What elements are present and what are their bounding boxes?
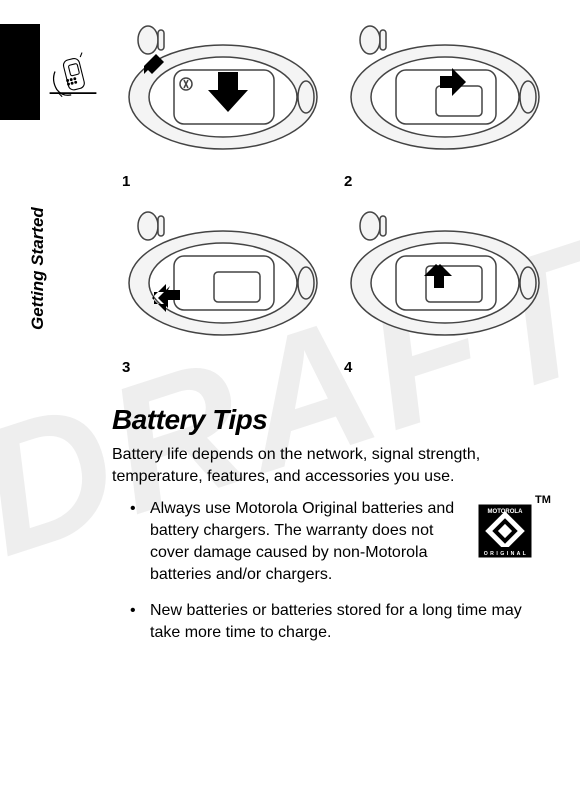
intro-paragraph: Battery life depends on the network, sig… [112,444,532,487]
bullet-text-2: New batteries or batteries stored for a … [150,600,532,644]
section-sidebar-label: Getting Started [28,207,48,330]
small-phone-icon [46,52,100,100]
bullet-dot-icon: • [130,600,150,644]
svg-text:O R I G I N A L: O R I G I N A L [484,551,527,557]
bullet-dot-icon: • [130,498,150,586]
bullet-item-2: • New batteries or batteries stored for … [130,600,532,644]
section-heading: Battery Tips [112,404,267,436]
black-sidebar-block [0,24,40,120]
step-number-1: 1 [122,173,328,190]
step-number-2: 2 [344,173,550,190]
trademark-symbol: TM [535,494,551,506]
bullet-item-1: • Always use Motorola Original batteries… [130,498,532,586]
phone-illustration-1 [118,22,328,162]
motorola-original-badge-icon: MOTOROLA O R I G I N A L [478,504,532,558]
step-number-3: 3 [122,359,328,376]
phone-illustration-3 [118,208,328,348]
step-cell-1: 1 [118,22,328,208]
phone-illustration-2 [340,22,550,162]
step-cell-4: 4 [340,208,550,394]
bullet-text-1: Always use Motorola Original batteries a… [150,498,532,586]
step-cell-2: 2 [340,22,550,208]
step-cell-3: 3 [118,208,328,394]
step-number-4: 4 [344,359,550,376]
phone-illustration-4 [340,208,550,348]
